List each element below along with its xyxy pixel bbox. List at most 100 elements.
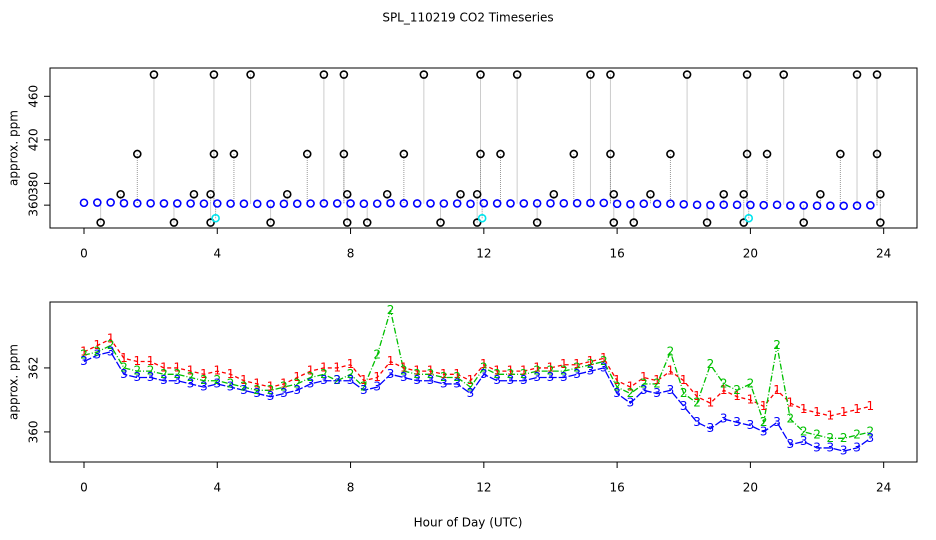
- data-point: [209, 149, 219, 159]
- data-point: [512, 70, 522, 79]
- point-marker: 3: [720, 412, 728, 426]
- point-marker: 2: [613, 380, 621, 394]
- x-tick-label: 24: [876, 247, 891, 261]
- data-point: [456, 189, 465, 199]
- data-point: [559, 198, 569, 208]
- data-point: [477, 213, 487, 223]
- data-point: [572, 198, 582, 208]
- point-marker: 1: [333, 360, 341, 374]
- point-marker: 1: [373, 370, 381, 384]
- point-marker: 1: [187, 364, 195, 378]
- point-marker: 2: [440, 370, 448, 384]
- point-marker: 2: [667, 344, 675, 358]
- y-axis-label: approx. ppm: [7, 344, 21, 420]
- point-marker: 2: [360, 380, 368, 394]
- data-point: [772, 200, 782, 210]
- point-marker: 1: [547, 360, 555, 374]
- data-point: [342, 218, 352, 227]
- point-marker: 2: [267, 383, 275, 397]
- point-marker: 2: [573, 360, 581, 374]
- point-marker: 1: [653, 373, 661, 387]
- point-marker: 3: [680, 399, 688, 413]
- point-marker: 1: [707, 396, 715, 410]
- data-point: [744, 213, 754, 223]
- point-marker: 2: [733, 383, 741, 397]
- point-marker: 2: [213, 373, 221, 387]
- point-marker: 2: [187, 370, 195, 384]
- data-point: [426, 199, 435, 208]
- data-point: [786, 201, 795, 210]
- point-marker: 2: [747, 376, 755, 390]
- x-tick-label: 24: [876, 481, 891, 495]
- point-marker: 2: [773, 338, 781, 352]
- point-marker: 2: [853, 428, 861, 442]
- data-point: [746, 200, 755, 210]
- data-point: [472, 189, 482, 199]
- point-marker: 3: [533, 370, 541, 384]
- data-point: [346, 199, 355, 208]
- point-marker: 3: [200, 380, 208, 394]
- data-point: [239, 199, 249, 209]
- point-marker: 1: [733, 389, 741, 403]
- data-point: [206, 189, 215, 199]
- point-marker: 1: [840, 405, 848, 419]
- data-point: [739, 189, 749, 199]
- point-marker: 2: [547, 364, 555, 378]
- point-marker: 1: [293, 370, 301, 384]
- data-point: [702, 218, 712, 227]
- point-marker: 2: [240, 380, 248, 394]
- data-point: [476, 149, 485, 159]
- point-marker: 1: [773, 383, 781, 397]
- data-point: [496, 149, 505, 159]
- chart-title: SPL_110219 CO2 Timeseries: [382, 11, 553, 25]
- point-marker: 3: [427, 373, 435, 387]
- point-marker: 1: [627, 380, 635, 394]
- data-point: [399, 198, 409, 208]
- data-point: [292, 199, 302, 209]
- point-marker: 3: [293, 383, 301, 397]
- point-marker: 1: [587, 354, 595, 368]
- point-marker: 2: [120, 360, 128, 374]
- point-marker: 2: [680, 386, 688, 400]
- point-marker: 3: [320, 373, 328, 387]
- data-point: [532, 198, 542, 208]
- point-marker: 1: [853, 402, 861, 416]
- point-marker: 3: [400, 370, 408, 384]
- point-marker: 3: [120, 367, 128, 381]
- point-marker: 1: [93, 338, 101, 352]
- data-point: [492, 199, 502, 208]
- point-marker: 3: [640, 383, 648, 397]
- point-marker: 2: [413, 367, 421, 381]
- data-point: [876, 189, 885, 199]
- data-point: [472, 218, 482, 227]
- point-marker: 1: [147, 354, 155, 368]
- point-marker: 3: [213, 376, 221, 390]
- data-point: [359, 199, 369, 209]
- data-point: [626, 199, 635, 209]
- data-point: [119, 198, 129, 208]
- x-tick-label: 20: [743, 247, 758, 261]
- point-marker: 2: [493, 367, 501, 381]
- data-point: [742, 70, 752, 79]
- data-point: [836, 149, 845, 159]
- data-point: [116, 189, 125, 199]
- x-tick-label: 8: [347, 481, 355, 495]
- point-marker: 3: [347, 373, 355, 387]
- data-point: [586, 198, 595, 208]
- point-marker: 1: [360, 373, 368, 387]
- point-marker: 2: [160, 367, 168, 381]
- x-tick-label: 12: [476, 247, 491, 261]
- point-marker: 1: [560, 357, 568, 371]
- data-point: [839, 201, 848, 211]
- point-marker: 2: [787, 412, 795, 426]
- y-tick-label: 360: [27, 420, 41, 443]
- point-marker: 3: [693, 415, 701, 429]
- point-marker: 1: [827, 408, 835, 422]
- point-marker: 1: [107, 332, 115, 346]
- point-marker: 1: [307, 364, 315, 378]
- series-line: [83, 351, 871, 452]
- point-marker: 3: [587, 364, 595, 378]
- point-marker: 1: [720, 383, 728, 397]
- point-marker: 2: [227, 376, 235, 390]
- point-marker: 2: [333, 373, 341, 387]
